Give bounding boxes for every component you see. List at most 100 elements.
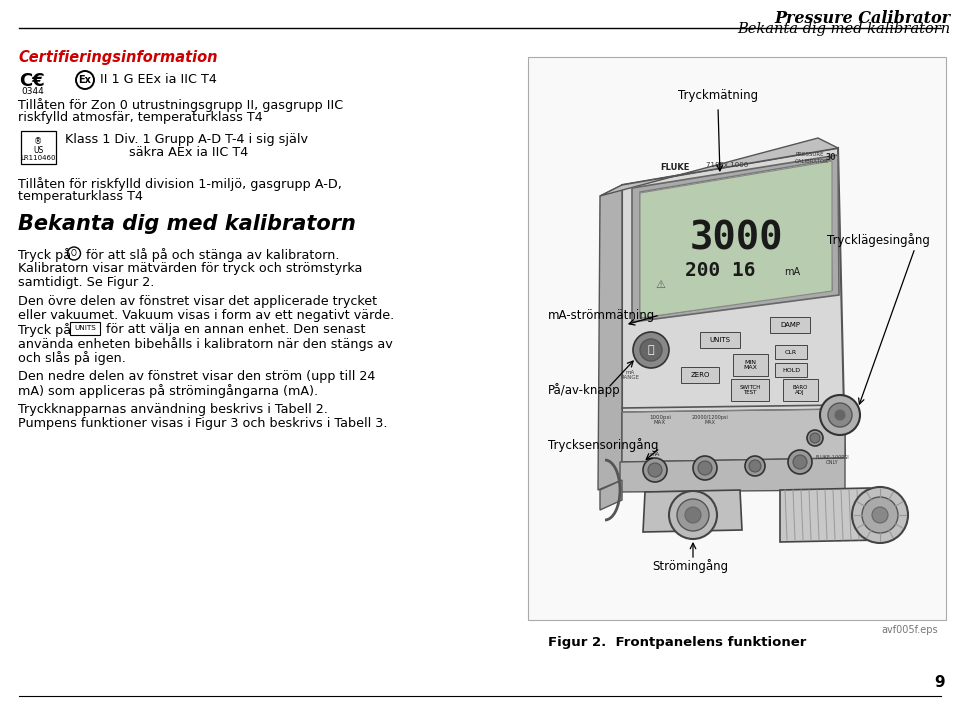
Circle shape	[820, 395, 860, 435]
Text: säkra AEx ia IIC T4: säkra AEx ia IIC T4	[65, 146, 249, 159]
Circle shape	[693, 456, 717, 480]
Circle shape	[685, 507, 701, 523]
Text: Tryck på: Tryck på	[18, 323, 75, 337]
Text: Kalibratorn visar mätvärden för tryck och strömstyrka: Kalibratorn visar mätvärden för tryck oc…	[18, 262, 362, 275]
Text: DAMP: DAMP	[780, 322, 800, 328]
Text: Tryckmätning: Tryckmätning	[678, 89, 758, 103]
Text: Klass 1 Div. 1 Grupp A-D T-4 i sig själv: Klass 1 Div. 1 Grupp A-D T-4 i sig själv	[65, 133, 308, 146]
Text: Trycksensoringång: Trycksensoringång	[548, 438, 659, 452]
Text: avf005f.eps: avf005f.eps	[881, 625, 938, 635]
Circle shape	[633, 332, 669, 368]
Circle shape	[862, 497, 898, 533]
Text: för att slå på och stänga av kalibratorn.: för att slå på och stänga av kalibratorn…	[82, 248, 340, 262]
Bar	[681, 367, 719, 383]
Bar	[782, 379, 818, 401]
Circle shape	[810, 433, 820, 443]
Polygon shape	[643, 490, 742, 532]
Circle shape	[648, 463, 662, 477]
Polygon shape	[640, 161, 832, 318]
Text: Den nedre delen av fönstret visar den ström (upp till 24: Den nedre delen av fönstret visar den st…	[18, 370, 375, 383]
Text: mA-strömmätning: mA-strömmätning	[548, 309, 656, 321]
Text: 3000: 3000	[689, 219, 782, 257]
Polygon shape	[600, 138, 838, 196]
Text: Pumpens funktioner visas i Figur 3 och beskrivs i Tabell 3.: Pumpens funktioner visas i Figur 3 och b…	[18, 417, 388, 430]
Bar	[731, 379, 769, 401]
Text: använda enheten bibehålls i kalibratorn när den stängs av: använda enheten bibehålls i kalibratorn …	[18, 337, 393, 351]
Text: Tryck på: Tryck på	[18, 248, 75, 262]
Polygon shape	[622, 148, 845, 480]
Text: US: US	[33, 146, 43, 155]
Circle shape	[835, 410, 845, 420]
Text: FLUKE: FLUKE	[660, 164, 689, 172]
Circle shape	[793, 455, 807, 469]
Text: Trycklägesingång: Trycklägesingång	[828, 233, 930, 247]
Circle shape	[640, 339, 662, 361]
Text: 200 16: 200 16	[684, 261, 756, 280]
Bar	[775, 345, 807, 359]
Circle shape	[828, 403, 852, 427]
Text: C€: C€	[19, 72, 45, 90]
Polygon shape	[620, 458, 845, 492]
Text: ⚠: ⚠	[655, 280, 665, 290]
Text: LR110460: LR110460	[20, 155, 56, 161]
Text: Pressure Calibrator: Pressure Calibrator	[774, 10, 950, 27]
Text: 718Ex 1000: 718Ex 1000	[706, 162, 748, 168]
Text: FLUKE-100PSI
ONLY: FLUKE-100PSI ONLY	[815, 455, 849, 465]
Text: UNITS: UNITS	[74, 325, 96, 332]
Text: HOLD: HOLD	[782, 368, 800, 373]
Text: riskfylld atmosfär, temperaturklass T4: riskfylld atmosfär, temperaturklass T4	[18, 111, 263, 124]
Polygon shape	[600, 480, 622, 510]
Circle shape	[852, 487, 908, 543]
Text: ®: ®	[34, 137, 42, 146]
Circle shape	[745, 456, 765, 476]
Text: På/av-knapp: På/av-knapp	[548, 383, 620, 397]
Text: samtidigt. Se Figur 2.: samtidigt. Se Figur 2.	[18, 276, 155, 289]
Text: II 1 G EEx ia IIC T4: II 1 G EEx ia IIC T4	[100, 73, 217, 86]
Text: för att välja en annan enhet. Den senast: för att välja en annan enhet. Den senast	[102, 323, 366, 336]
FancyBboxPatch shape	[70, 322, 100, 335]
Text: Bekanta dig med kalibratorn: Bekanta dig med kalibratorn	[18, 214, 356, 234]
Bar	[775, 363, 807, 377]
Text: 9: 9	[934, 675, 945, 690]
Bar	[21, 131, 56, 164]
Text: ⏻: ⏻	[648, 345, 655, 355]
Text: Den övre delen av fönstret visar det applicerade trycket: Den övre delen av fönstret visar det app…	[18, 295, 377, 308]
Polygon shape	[598, 185, 622, 490]
Text: mA
RANGE: mA RANGE	[620, 370, 639, 380]
Circle shape	[698, 461, 712, 475]
Text: Bekanta dig med kalibratorn: Bekanta dig med kalibratorn	[737, 22, 950, 36]
Text: UNITS: UNITS	[709, 337, 731, 343]
Text: Ex: Ex	[79, 75, 91, 85]
Circle shape	[872, 507, 888, 523]
Text: MIN
MAX: MIN MAX	[743, 360, 756, 370]
Text: mA: mA	[784, 267, 800, 277]
Circle shape	[669, 491, 717, 539]
Bar	[732, 354, 767, 376]
Bar	[770, 317, 810, 333]
Bar	[528, 57, 946, 620]
Polygon shape	[622, 409, 845, 462]
Text: PRESSURE
CALIBRATOR: PRESSURE CALIBRATOR	[795, 153, 828, 164]
Text: Tillåten för Zon 0 utrustningsgrupp II, gasgrupp IIC: Tillåten för Zon 0 utrustningsgrupp II, …	[18, 98, 344, 112]
Text: temperaturklass T4: temperaturklass T4	[18, 190, 143, 203]
Polygon shape	[640, 160, 832, 318]
Text: Tillåten för riskfylld division 1-miljö, gasgrupp A-D,: Tillåten för riskfylld division 1-miljö,…	[18, 177, 342, 191]
Text: mA) som appliceras på strömingångarna (mA).: mA) som appliceras på strömingångarna (m…	[18, 384, 318, 398]
Text: mA: mA	[650, 453, 660, 458]
Circle shape	[788, 450, 812, 474]
Text: Figur 2.  Frontpanelens funktioner: Figur 2. Frontpanelens funktioner	[548, 636, 806, 649]
Text: Tryckknapparnas användning beskrivs i Tabell 2.: Tryckknapparnas användning beskrivs i Ta…	[18, 403, 328, 416]
Text: 0344: 0344	[21, 87, 44, 96]
Text: SWITCH
TEST: SWITCH TEST	[739, 385, 760, 395]
Text: Certifieringsinformation: Certifieringsinformation	[18, 50, 218, 65]
Bar	[700, 332, 740, 348]
Text: Strömingång: Strömingång	[652, 559, 728, 573]
Polygon shape	[780, 488, 880, 542]
Text: 1000psi
MAX: 1000psi MAX	[649, 415, 671, 425]
Circle shape	[807, 430, 823, 446]
Polygon shape	[632, 155, 839, 322]
Circle shape	[749, 460, 761, 472]
Text: ZERO: ZERO	[690, 372, 709, 378]
Text: 30: 30	[826, 153, 836, 162]
Text: O: O	[71, 249, 77, 258]
